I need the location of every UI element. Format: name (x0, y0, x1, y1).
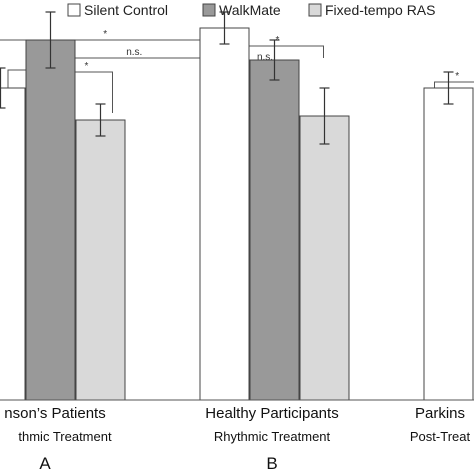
group-label-2: Parkins (415, 405, 465, 422)
legend-swatch-0 (67, 3, 81, 17)
bar-1-0 (199, 27, 250, 401)
bar-0-0 (0, 87, 26, 401)
group-sublabel-2: Post-Treat (410, 429, 471, 444)
panel-letter-1: B (266, 454, 277, 473)
group-sublabel-0: thmic Treatment (18, 429, 112, 444)
panel-letter-0: A (39, 454, 51, 473)
legend: Silent Control WalkMate Fixed-tempo RAS (67, 2, 435, 18)
bar-1-2 (299, 115, 350, 401)
bar-0-1 (25, 39, 76, 401)
bar-0-2 (75, 119, 126, 401)
bar-2-0 (423, 87, 474, 401)
legend-swatch-1 (202, 3, 216, 17)
sig-bracket-ab-inner-label: n.s. (126, 47, 142, 58)
sig-bracket-b1-label: n.s. (257, 52, 273, 63)
group-label-1: Healthy Participants (205, 405, 338, 422)
group-labels: nson’s Patients thmic Treatment A Healthy P… (4, 405, 470, 473)
group-sublabel-1: Rhythmic Treatment (214, 429, 331, 444)
sig-bracket-ab-label: * (103, 29, 107, 40)
legend-label-0: Silent Control (84, 2, 168, 18)
legend-swatch-2 (308, 3, 322, 17)
bar-1-1 (249, 59, 300, 401)
group-label-0: nson’s Patients (4, 405, 105, 422)
bars (0, 11, 474, 401)
legend-label-1: WalkMate (219, 2, 281, 18)
sig-bracket-c-label: * (455, 71, 459, 82)
sig-bracket-a2-label: * (85, 61, 89, 72)
legend-label-2: Fixed-tempo RAS (325, 2, 435, 18)
